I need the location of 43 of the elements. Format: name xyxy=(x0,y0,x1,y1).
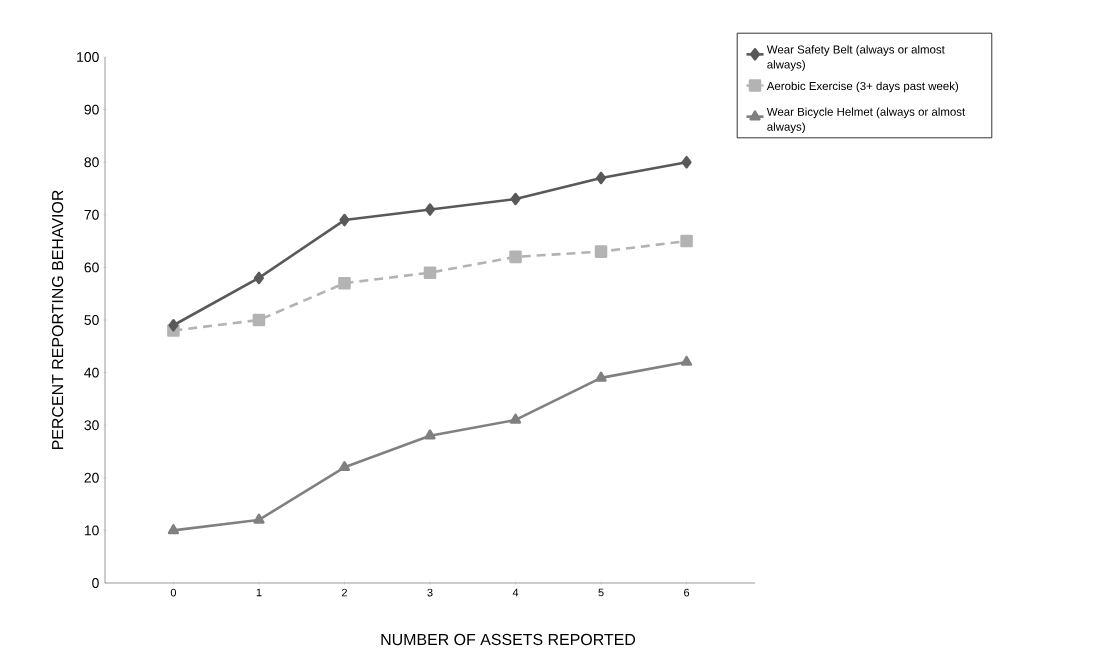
y-tick-label: 100 xyxy=(77,52,99,62)
y-tick-label: 40 xyxy=(84,367,99,378)
x-axis-title: NUMBER OF ASSETS REPORTED xyxy=(381,633,636,646)
x-tick-label: 2 xyxy=(341,588,347,597)
y-tick-label: 80 xyxy=(84,157,99,168)
y-tick-label: 90 xyxy=(84,104,99,115)
point xyxy=(338,276,351,290)
x-tick-label: 6 xyxy=(684,588,690,597)
point xyxy=(680,234,693,248)
x-tick-label: 3 xyxy=(427,588,433,597)
point xyxy=(252,313,266,327)
point xyxy=(253,271,264,285)
point xyxy=(253,513,265,524)
point xyxy=(424,429,436,440)
point xyxy=(168,318,179,332)
point xyxy=(509,413,522,424)
point xyxy=(167,524,180,535)
x-tick-label: 0 xyxy=(170,588,177,597)
point xyxy=(510,192,521,206)
legend-label: Wear Safety Belt (always or almost always) xyxy=(766,45,945,71)
point xyxy=(338,461,351,472)
y-tick-label: 10 xyxy=(84,525,99,536)
y-tick-label: 20 xyxy=(84,472,99,483)
legend-label: Wear Bicycle Helmet (always or almost always) xyxy=(766,107,966,134)
y-axis-title: PERCENT REPORTING BEHAVIOR xyxy=(51,190,64,450)
x-tick-label: 1 xyxy=(256,588,262,597)
y-tick-label: 70 xyxy=(84,209,99,220)
point xyxy=(423,266,437,279)
y-tick-label: 60 xyxy=(84,262,99,273)
legend-label: Aerobic Exercise (3+ days past week) xyxy=(766,81,959,93)
point xyxy=(594,245,608,258)
point xyxy=(595,371,607,382)
point xyxy=(509,250,522,264)
y-tick-label: 30 xyxy=(84,420,99,431)
point xyxy=(596,171,607,185)
x-tick-label: 5 xyxy=(598,588,604,597)
point xyxy=(680,355,693,366)
point xyxy=(424,203,436,216)
y-tick-label: 50 xyxy=(84,315,99,325)
y-tick-label: 0 xyxy=(92,578,99,588)
x-tick-label: 4 xyxy=(512,588,519,597)
point xyxy=(339,213,350,227)
point xyxy=(681,155,692,169)
